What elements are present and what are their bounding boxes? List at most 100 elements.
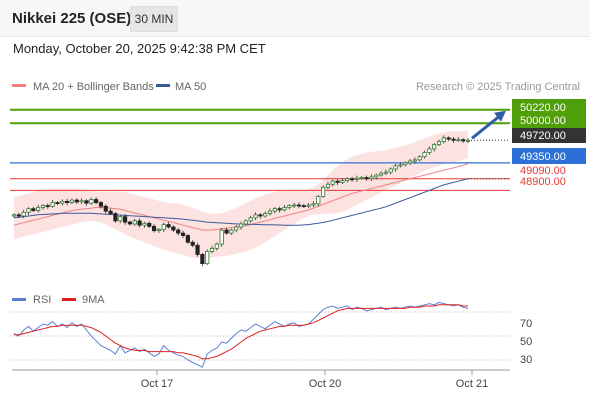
candle-body	[427, 148, 432, 153]
candle-body	[40, 205, 46, 208]
candle-body	[398, 164, 403, 167]
candle-body	[132, 220, 137, 225]
candle-body	[325, 183, 331, 188]
candle-body	[282, 207, 287, 211]
rsi-9ma-line	[14, 304, 468, 360]
candle-body	[461, 139, 466, 142]
candle-body	[359, 177, 364, 179]
candle-body	[50, 202, 55, 207]
candle-body	[11, 214, 17, 217]
rsi-tick-50: 50	[520, 336, 532, 348]
credit-text: Research © 2025 Trading Central	[416, 81, 580, 93]
candle-body	[383, 171, 388, 174]
candle-body	[113, 213, 118, 222]
header-bar: Nikkei 225 (OSE) 30 MIN	[0, 0, 590, 37]
candle-body	[190, 241, 195, 246]
candle-body	[306, 204, 311, 207]
candle-body	[403, 162, 408, 166]
candle-body	[446, 137, 451, 140]
candle-body	[340, 180, 345, 183]
candle-body	[89, 199, 94, 204]
timestamp: Monday, October 20, 2025 9:42:38 PM CET	[13, 41, 266, 56]
candle-body	[103, 205, 108, 212]
candle-body	[412, 159, 417, 162]
candle-body	[122, 216, 128, 223]
level-49090-label: 49090.00	[520, 165, 566, 177]
candle-body	[465, 139, 471, 142]
candle-body	[156, 229, 161, 232]
candle-body	[388, 168, 393, 173]
candle-body	[60, 200, 65, 204]
candle-body	[417, 156, 422, 161]
candle-body	[219, 229, 224, 245]
candle-body	[243, 220, 248, 225]
x-tick-oct20: Oct 20	[309, 378, 341, 390]
level-48900-label: 48900.00	[520, 176, 566, 188]
candle-body	[277, 208, 282, 211]
candle-body	[79, 200, 84, 203]
candle-body	[258, 214, 263, 217]
candle-body	[195, 244, 200, 255]
price-panel	[10, 108, 510, 267]
level-current-label: 49720.00	[520, 130, 566, 142]
candle-body	[316, 196, 321, 205]
candle-body	[205, 251, 210, 265]
candle-body	[238, 223, 244, 228]
candle-body	[287, 205, 292, 208]
level-50220-label: 50220.00	[520, 102, 566, 114]
candle-body	[369, 176, 374, 180]
candle-body	[65, 200, 70, 203]
candle-body	[296, 204, 302, 207]
level-50220-box	[512, 99, 586, 114]
interval-button[interactable]: 30 MIN	[130, 6, 178, 32]
candle-body	[436, 141, 442, 145]
candle-body	[214, 243, 219, 249]
candle-body	[161, 224, 166, 230]
candle-body	[16, 214, 21, 217]
level-labels: 50220.00 50000.00 49720.00 49350.00 4909…	[512, 99, 586, 188]
ma20-legend-swatch	[12, 84, 26, 87]
candle-body	[441, 137, 446, 142]
forecast-arrow-shaft	[471, 114, 501, 140]
candle-body	[345, 178, 350, 181]
candle-body	[180, 232, 186, 236]
candle-body	[456, 139, 461, 142]
ma9-legend-swatch	[62, 298, 76, 301]
candle-body	[185, 235, 190, 243]
candle-body	[74, 199, 79, 203]
candle-body	[374, 174, 379, 178]
candle-body	[200, 254, 205, 265]
candle-body	[45, 205, 50, 208]
candle-body	[267, 210, 273, 214]
candle-body	[321, 186, 326, 197]
candle-body	[248, 217, 253, 222]
candle-body	[451, 138, 456, 141]
candle-body	[118, 216, 123, 222]
candle-body	[311, 203, 316, 206]
candle-body	[330, 180, 335, 185]
x-tick-oct17: Oct 17	[141, 378, 173, 390]
candle-body	[378, 172, 384, 176]
ma20-legend-label: MA 20 + Bollinger Bands	[33, 81, 154, 93]
candle-body	[142, 222, 147, 226]
candle-body	[234, 226, 239, 231]
candle-body	[94, 199, 99, 203]
level-50000-box	[512, 113, 586, 128]
candle-body	[354, 177, 360, 180]
level-current-box	[512, 128, 586, 143]
candle-body	[432, 144, 437, 150]
candle-body	[349, 178, 355, 181]
ma50-legend-label: MA 50	[175, 81, 206, 93]
candle-body	[147, 222, 152, 227]
candle-body	[21, 211, 26, 217]
candle-body	[263, 213, 268, 217]
level-49350-label: 49350.00	[520, 151, 566, 163]
level-49350-box	[512, 148, 586, 164]
ma9-legend-label: 9MA	[82, 294, 105, 306]
rsi-legend-label: RSI	[33, 294, 51, 306]
candle-body	[84, 200, 89, 204]
candle-body	[127, 221, 133, 225]
candle-body	[407, 160, 413, 164]
candle-body	[335, 180, 340, 183]
